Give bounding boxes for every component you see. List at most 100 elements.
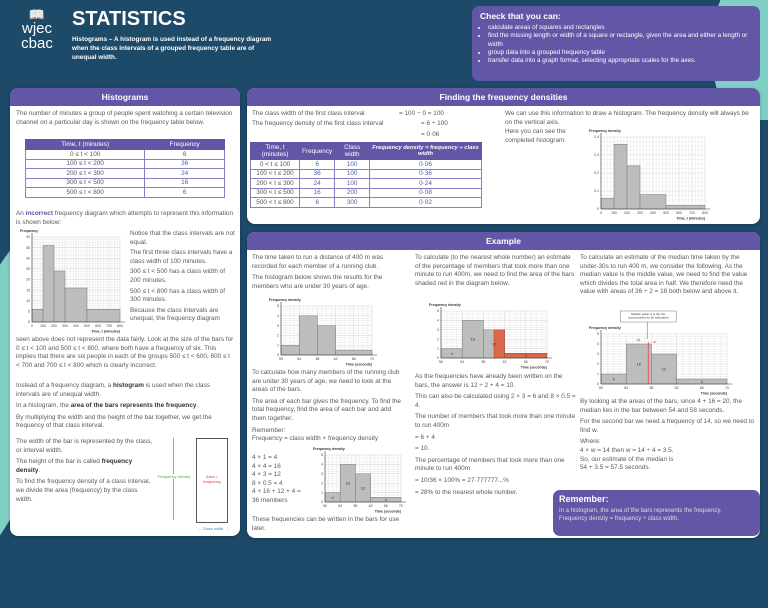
histogram-bar (86, 309, 121, 323)
y-tick-label: 15 (26, 288, 30, 292)
y-tick-label: 35 (26, 246, 30, 250)
example-title: Example (247, 232, 760, 250)
y-tick-label: 0 (277, 353, 279, 357)
x-tick-label: 600 (95, 324, 101, 328)
check-item: group data into a grouped frequency tabl… (488, 49, 752, 57)
unfair-text: seen above does not represent the data f… (16, 336, 234, 369)
x-tick-label: 58 (649, 386, 653, 390)
page-title: STATISTICS (72, 8, 186, 30)
x-tick-label: 58 (315, 357, 319, 361)
y-tick-label: 4 (597, 342, 599, 346)
y-tick-label: 3 (597, 352, 599, 356)
x-axis-label: Time (seconds) (701, 392, 728, 396)
x-tick-label: 50 (439, 360, 443, 364)
y-tick-label: 0 (597, 207, 599, 211)
x-tick-label: 700 (689, 211, 695, 215)
y-tick-label: 2 (437, 337, 439, 341)
x-tick-label: 0 (31, 324, 33, 328)
x-axis-label: Time (seconds) (375, 510, 402, 514)
x-tick-label: 62 (334, 357, 338, 361)
y-tick-label: 5 (597, 332, 599, 336)
y-tick-label: 0 (28, 320, 30, 324)
histogram-bar (625, 343, 652, 385)
y-axis-label: Frequency density (589, 129, 621, 133)
x-tick-label: 50 (599, 386, 603, 390)
y-axis-label: Frequency density (589, 326, 621, 330)
check-item: calculate areas of squares and rectangle… (488, 24, 752, 32)
incorrect-caption: An incorrect frequency diagram which att… (16, 210, 234, 226)
y-tick-label: 1 (437, 347, 439, 351)
density-table: Time, t (minutes) Frequency Class width Fre… (249, 142, 482, 208)
table-row: 200 ≤ t < 300 24 (24, 168, 225, 179)
bar-label: 4 (612, 377, 615, 382)
densities-title: Finding the frequency densities (247, 88, 760, 106)
y-tick-label: 2 (597, 362, 599, 366)
histogram-bar (53, 270, 66, 323)
x-tick-label: 400 (73, 324, 79, 328)
page-subtitle: Histograms – A histogram is used instead… (72, 36, 272, 61)
table-row: 100 < t ≤ 200 36 100 0·36 (249, 168, 482, 179)
y-tick-label: 40 (26, 235, 30, 239)
check-item: find the missing length or width of a sq… (488, 32, 752, 49)
book-icon: 📖 (28, 7, 46, 22)
histogram-bar (626, 165, 641, 210)
y-tick-label: 0 (321, 500, 323, 504)
histogram-bar (298, 315, 318, 356)
logo: 📖 wjec cbac (12, 8, 62, 51)
x-tick-label: 300 (637, 211, 643, 215)
x-axis-label: Time, t (minutes) (676, 217, 705, 221)
bar-label: 12 (361, 485, 366, 490)
frequency-table: Time, t (minutes) Frequency 0 ≤ t < 100 6 … (24, 139, 225, 198)
x-tick-label: 0 (600, 211, 602, 215)
histograms-card: Histograms The number of minutes a group… (10, 88, 240, 536)
x-tick-label: 62 (503, 360, 507, 364)
histogram-definition: Instead of a frequency diagram, a histog… (16, 382, 212, 430)
x-tick-label: 62 (675, 386, 679, 390)
y-tick-label: 2 (277, 334, 279, 338)
x-axis-label: Time (seconds) (521, 366, 548, 370)
bar-label: 16 (471, 337, 476, 342)
x-tick-label: 500 (663, 211, 669, 215)
y-tick-label: 10 (26, 299, 30, 303)
bar-label: 4 (450, 351, 453, 356)
y-tick-label: 3 (277, 324, 279, 328)
y-axis-label: Frequency density (429, 303, 461, 307)
histogram-bar (665, 205, 706, 210)
incorrect-frequency-diagram: 0 100 200 300 400 500 600 700 800 0 5 10 15 20 25 30 35 4… (20, 229, 125, 334)
y-axis-label: Frequency density (269, 298, 301, 302)
median-label-frequency: 14 (636, 338, 640, 342)
histograms-title: Histograms (10, 88, 240, 106)
histogram-bar (613, 143, 628, 210)
y-tick-label: 5 (437, 309, 439, 313)
y-tick-label: 0 (597, 382, 599, 386)
table-row: 500 ≤ t < 800 6 (24, 187, 225, 198)
x-tick-label: 70 (399, 504, 403, 508)
table-row: 300 < t ≤ 500 16 200 0·08 (249, 187, 482, 198)
y-tick-label: 3 (437, 328, 439, 332)
x-tick-label: 58 (353, 504, 357, 508)
x-tick-label: 70 (370, 357, 374, 361)
bar-label: 12 (492, 341, 497, 346)
x-tick-label: 800 (702, 211, 708, 215)
y-axis-label: Frequency density (313, 447, 345, 451)
bar-label: 4 (385, 497, 388, 502)
y-tick-label: 0.2 (594, 171, 599, 175)
histograms-intro: The number of minutes a group of people … (16, 110, 233, 126)
table-row: 300 ≤ t < 500 16 (24, 177, 225, 188)
callout-text: Median value is in the the count position… (628, 312, 669, 320)
table-row: 0 ≤ t < 100 6 (24, 149, 225, 160)
x-tick-label: 200 (624, 211, 630, 215)
notes: Notice that the class intervals are not … (130, 230, 235, 323)
x-tick-label: 66 (352, 357, 356, 361)
bar-label: 12 (662, 367, 667, 372)
y-tick-label: 1 (597, 372, 599, 376)
y-tick-label: 1 (277, 343, 279, 347)
y-tick-label: 30 (26, 256, 30, 260)
bar-label: 4 (331, 495, 334, 500)
x-tick-label: 600 (676, 211, 682, 215)
x-tick-label: 66 (384, 504, 388, 508)
y-tick-label: 2 (321, 481, 323, 485)
y-axis-label: Frequency (20, 229, 38, 233)
